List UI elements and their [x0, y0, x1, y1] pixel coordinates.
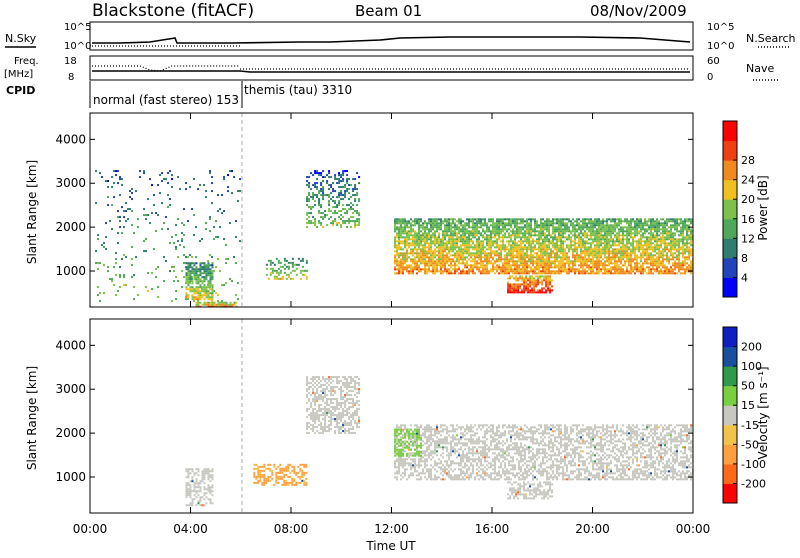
x-tick-label: 16:00 — [475, 522, 510, 536]
colorbar-tick-label: 20 — [741, 193, 755, 206]
colorbar-tick-label: 200 — [741, 341, 762, 354]
cpid-label: CPID — [6, 84, 35, 97]
colorbar-segment — [723, 121, 737, 141]
colorbar-segment — [723, 277, 737, 297]
colorbar-segment — [723, 141, 737, 161]
power-ylabel: Slant Range [km] — [25, 160, 39, 264]
colorbar-segment — [723, 258, 737, 278]
colorbar-tick-label: 12 — [741, 232, 755, 245]
noise-tick-bottom-right: 10^0 — [707, 41, 734, 52]
colorbar-segment — [723, 366, 737, 386]
noise-panel — [90, 22, 693, 50]
colorbar-tick-label: -200 — [741, 477, 766, 490]
y-tick-label: 1000 — [55, 470, 86, 484]
nave-tick-top: 60 — [707, 56, 720, 67]
velocity-y-axis: 1000 2000 3000 4000 — [55, 338, 693, 484]
y-tick-label: 1000 — [55, 264, 86, 278]
nsky-label: N.Sky — [5, 32, 37, 45]
nave-label: Nave — [746, 62, 774, 75]
freq-tick-bottom: 8 — [68, 72, 74, 83]
colorbar-segment — [723, 483, 737, 503]
x-tick-label: 04:00 — [173, 522, 208, 536]
x-tick-label: 20:00 — [575, 522, 610, 536]
nsearch-label: N.Search — [746, 32, 796, 45]
colorbar-segment — [723, 386, 737, 406]
colorbar-segment — [723, 238, 737, 258]
x-tick-label: 00:00 — [676, 522, 711, 536]
x-tick-label: 12:00 — [374, 522, 409, 536]
noise-tick-top-right: 10^5 — [707, 22, 734, 33]
station-title: Blackstone (fitACF) — [92, 1, 254, 21]
colorbar-segment — [723, 199, 737, 219]
colorbar-tick-label: 8 — [741, 252, 748, 265]
colorbar-segment — [723, 444, 737, 464]
y-tick-label: 2000 — [55, 426, 86, 440]
date-title: 08/Nov/2009 — [590, 2, 687, 20]
x-tick-label: 08:00 — [274, 522, 309, 536]
y-tick-label: 2000 — [55, 220, 86, 234]
colorbar-segment — [723, 219, 737, 239]
cpid-mode-1: normal (fast stereo) 153 — [93, 93, 239, 107]
noise-traces — [92, 37, 690, 46]
colorbar-segment — [723, 425, 737, 445]
freq-label-1: Freq. — [14, 56, 39, 67]
colorbar-tick-label: 4 — [741, 271, 748, 284]
freq-traces — [92, 66, 690, 72]
velocity-panel-frame — [90, 319, 693, 513]
noise-tick-top-left: 10^5 — [64, 22, 91, 33]
x-axis-label: Time UT — [365, 539, 416, 553]
colorbar-segment — [723, 180, 737, 200]
y-tick-label: 4000 — [55, 132, 86, 146]
freq-tick-top: 18 — [64, 56, 77, 67]
colorbar-tick-label: 24 — [741, 174, 755, 187]
colorbar-segment — [723, 405, 737, 425]
power-panel-frame — [90, 113, 693, 307]
colorbar-segment — [723, 160, 737, 180]
nave-tick-bottom: 0 — [707, 72, 713, 83]
noise-tick-bottom-left: 10^0 — [64, 41, 91, 52]
velocity-heatmap — [185, 376, 694, 506]
power-colorbar-label: Power [dB] — [756, 175, 770, 240]
cpid-mode-2: themis (tau) 3310 — [244, 83, 352, 97]
y-tick-label: 3000 — [55, 176, 86, 190]
colorbar-tick-label: 50 — [741, 380, 755, 393]
colorbar-tick-label: 16 — [741, 213, 755, 226]
velocity-ylabel: Slant Range [km] — [25, 366, 39, 470]
colorbar-tick-label: 28 — [741, 154, 755, 167]
colorbar-tick-label: 15 — [741, 399, 755, 412]
velocity-colorbar-label: Velocity [m s⁻¹] — [756, 366, 770, 459]
colorbar-segment — [723, 347, 737, 367]
freq-label-2: [MHz] — [4, 69, 33, 80]
power-heatmap — [95, 170, 694, 308]
y-tick-label: 3000 — [55, 382, 86, 396]
x-tick-label: 00:00 — [73, 522, 108, 536]
power-colorbar: 4 8 12 16 20 24 28 — [723, 121, 755, 298]
colorbar-segment — [723, 464, 737, 484]
colorbar-segment — [723, 327, 737, 347]
y-tick-label: 4000 — [55, 338, 86, 352]
freq-panel — [90, 56, 693, 80]
beam-title: Beam 01 — [355, 2, 422, 20]
